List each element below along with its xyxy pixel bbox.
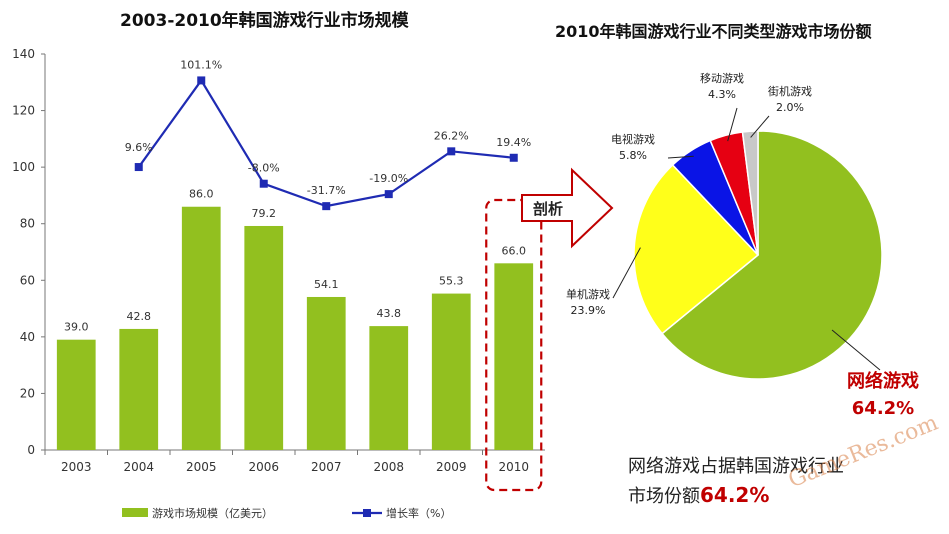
x-tick-label: 2009	[436, 460, 467, 474]
highlight-2010-box	[485, 198, 543, 492]
conclusion-pct: 64.2%	[700, 483, 770, 507]
analysis-arrow-text: 剖析	[533, 200, 563, 218]
growth-rate-point-2004	[134, 163, 143, 172]
x-tick-label: 2010	[498, 460, 529, 474]
bar-2005	[181, 206, 221, 450]
growth-rate-label: -8.0%	[248, 162, 280, 175]
y-tick-label: 140	[12, 47, 35, 61]
pie-slice-pct: 2.0%	[776, 101, 804, 114]
y-tick-label: 40	[20, 330, 35, 344]
bar-2007	[306, 296, 346, 450]
bar-value-label: 43.8	[377, 307, 402, 320]
conclusion-text: 网络游戏占据韩国游戏行业 市场份额64.2%	[628, 453, 844, 511]
online-game-callout: 网络游戏 64.2%	[838, 368, 928, 422]
analysis-arrow	[521, 167, 614, 249]
conclusion-line-2-text: 市场份额	[628, 486, 700, 507]
pie-slice-name: 电视游戏	[611, 132, 655, 146]
bar-value-label: 86.0	[189, 188, 214, 201]
pie-leader-line-online	[831, 329, 881, 371]
conclusion-line-1: 网络游戏占据韩国游戏行业	[628, 456, 844, 477]
pie-slice-pct: 4.3%	[708, 88, 736, 101]
growth-rate-label: -31.7%	[307, 184, 346, 197]
bar-value-label: 55.3	[439, 275, 464, 288]
x-tick-label: 2005	[186, 460, 217, 474]
y-tick-label: 120	[12, 104, 35, 118]
online-game-pct: 64.2%	[851, 398, 915, 419]
x-tick-label: 2003	[61, 460, 92, 474]
legend-line-marker	[363, 509, 371, 517]
conclusion-line-2: 市场份额64.2%	[628, 481, 844, 511]
y-tick-label: 0	[27, 443, 35, 457]
growth-rate-label: 9.6%	[125, 141, 153, 154]
pie-slice-name: 移动游戏	[700, 72, 744, 85]
growth-rate-point-2009	[447, 147, 456, 156]
pie-leader-line	[667, 155, 694, 159]
legend-bar-label: 游戏市场规模（亿美元）	[152, 506, 273, 520]
bar-value-label: 39.0	[64, 321, 89, 334]
x-tick-label: 2008	[373, 460, 404, 474]
y-tick-label: 80	[20, 217, 35, 231]
pie-slice-pct: 23.9%	[571, 304, 606, 317]
pie-slice-name: 单机游戏	[566, 287, 610, 301]
bar-2009	[431, 293, 471, 450]
growth-rate-point-2008	[384, 190, 393, 199]
bar-value-label: 42.8	[127, 310, 152, 323]
bar-2003	[56, 339, 96, 450]
bar-2006	[244, 225, 284, 450]
y-tick-label: 60	[20, 273, 35, 287]
pie-slice-4	[741, 130, 759, 256]
pie-slice-name: 街机游戏	[768, 84, 812, 98]
pie-leader-line	[727, 107, 738, 142]
bar-2008	[369, 326, 409, 450]
bar-chart-title: 2003-2010年韩国游戏行业市场规模	[120, 11, 409, 31]
growth-rate-point-2007	[322, 202, 331, 211]
growth-rate-label: 19.4%	[496, 136, 531, 149]
growth-rate-label: 26.2%	[434, 129, 469, 142]
growth-rate-label: -19.0%	[369, 172, 408, 185]
growth-rate-point-2006	[259, 179, 268, 188]
pie-slice-1	[633, 163, 760, 335]
pie-slice-pct: 5.8%	[619, 149, 647, 162]
bar-2004	[119, 328, 159, 450]
x-tick-label: 2004	[123, 460, 154, 474]
bar-2010	[494, 263, 534, 450]
y-tick-label: 100	[12, 160, 35, 174]
pie-leader-line	[612, 247, 641, 299]
x-tick-label: 2007	[311, 460, 342, 474]
pie-leader-line	[750, 115, 770, 138]
growth-rate-point-2010	[509, 153, 518, 162]
growth-rate-point-2005	[197, 76, 206, 85]
bar-value-label: 54.1	[314, 278, 339, 291]
bar-value-label: 66.0	[502, 244, 527, 257]
online-game-name: 网络游戏	[847, 371, 919, 392]
legend-line-label: 增长率（%）	[386, 506, 451, 520]
growth-rate-label: 101.1%	[180, 58, 222, 71]
y-tick-label: 20	[20, 386, 35, 400]
pie-chart-title: 2010年韩国游戏行业不同类型游戏市场份额	[555, 22, 872, 41]
pie-slice-0	[661, 130, 883, 380]
x-tick-label: 2006	[248, 460, 279, 474]
legend-bar-swatch	[122, 508, 148, 517]
bar-value-label: 79.2	[252, 207, 277, 220]
